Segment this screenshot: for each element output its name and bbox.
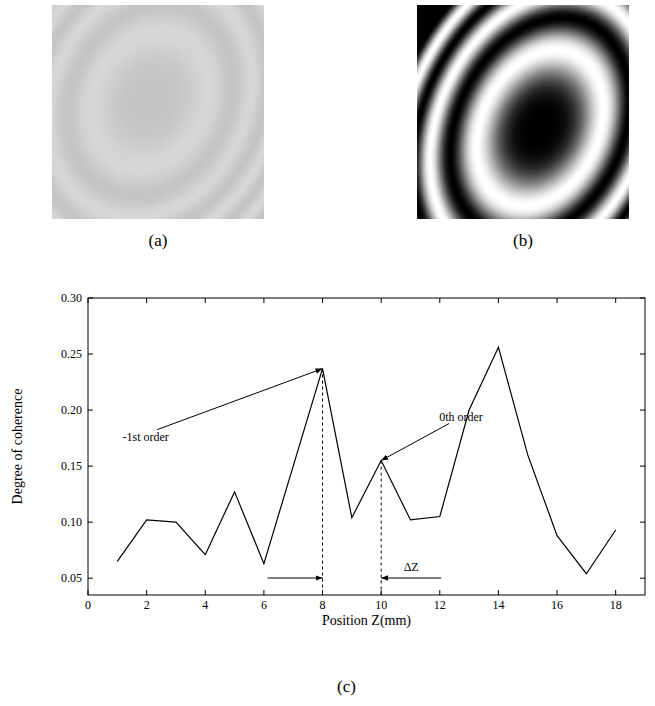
- annotation-label: 0th order: [439, 410, 483, 424]
- y-tick-label: 0.30: [61, 291, 82, 305]
- y-tick-right: [640, 466, 645, 467]
- x-tick-label: 12: [434, 598, 446, 612]
- y-tick-right: [640, 578, 645, 579]
- dashed-guide: [381, 461, 382, 595]
- x-tick-label: 6: [261, 598, 267, 612]
- x-tick-top: [615, 298, 616, 303]
- x-tick-top: [498, 298, 499, 303]
- x-tick-top: [263, 298, 264, 303]
- y-tick-right: [640, 410, 645, 411]
- interferogram: [417, 5, 629, 219]
- x-tick: [615, 590, 616, 595]
- x-tick-top: [88, 298, 89, 303]
- x-tick-label: 0: [85, 598, 91, 612]
- x-tick-top: [557, 298, 558, 303]
- x-tick-label: 18: [610, 598, 622, 612]
- y-tick: [88, 354, 93, 355]
- interval-label: ΔZ: [404, 560, 419, 574]
- data-line: [117, 347, 615, 573]
- x-tick-top: [322, 298, 323, 303]
- figure: (a) (b) 0 2 4 6 8 10 12 14 16 18 0.05 0.10 0.15 0.20 0.2…: [0, 0, 655, 706]
- x-tick-top: [439, 298, 440, 303]
- annotation-arrow: [157, 369, 322, 430]
- y-tick-right: [640, 298, 645, 299]
- x-tick-top: [381, 298, 382, 303]
- y-tick: [88, 522, 93, 523]
- annotation-label: -1st order: [123, 430, 169, 444]
- x-tick-top: [205, 298, 206, 303]
- x-tick-label: 4: [202, 598, 208, 612]
- panel-label: (c): [337, 677, 356, 696]
- x-tick-label: 8: [320, 598, 326, 612]
- y-tick-label: 0.25: [61, 347, 82, 361]
- x-tick-label: 16: [551, 598, 563, 612]
- x-tick: [263, 590, 264, 595]
- y-tick: [88, 466, 93, 467]
- y-axis-title: Degree of coherence: [10, 389, 25, 505]
- dashed-guide: [322, 369, 323, 595]
- panel-label: (a): [149, 231, 168, 250]
- plot-frame: [88, 298, 645, 595]
- x-tick: [205, 590, 206, 595]
- x-tick: [498, 590, 499, 595]
- annotation-arrow: [381, 424, 449, 461]
- interval-arrow: [268, 578, 323, 579]
- x-tick-top: [146, 298, 147, 303]
- x-tick-label: 14: [492, 598, 504, 612]
- y-tick-label: 0.20: [61, 403, 82, 417]
- x-tick: [557, 590, 558, 595]
- x-tick-label: 2: [144, 598, 150, 612]
- interferogram: [52, 5, 264, 219]
- x-tick-label: 10: [375, 598, 387, 612]
- y-tick-right: [640, 354, 645, 355]
- interval-arrow: [381, 578, 441, 579]
- x-tick: [439, 590, 440, 595]
- y-tick-label: 0.10: [61, 515, 82, 529]
- x-axis-title: Position Z(mm): [322, 613, 411, 629]
- y-tick-right: [640, 522, 645, 523]
- y-tick: [88, 410, 93, 411]
- plot-area: [117, 347, 615, 573]
- panel-label: (b): [513, 231, 533, 250]
- y-tick-label: 0.05: [61, 571, 82, 585]
- x-tick: [146, 590, 147, 595]
- x-tick: [88, 590, 89, 595]
- y-tick-label: 0.15: [61, 459, 82, 473]
- y-tick: [88, 298, 93, 299]
- y-tick: [88, 578, 93, 579]
